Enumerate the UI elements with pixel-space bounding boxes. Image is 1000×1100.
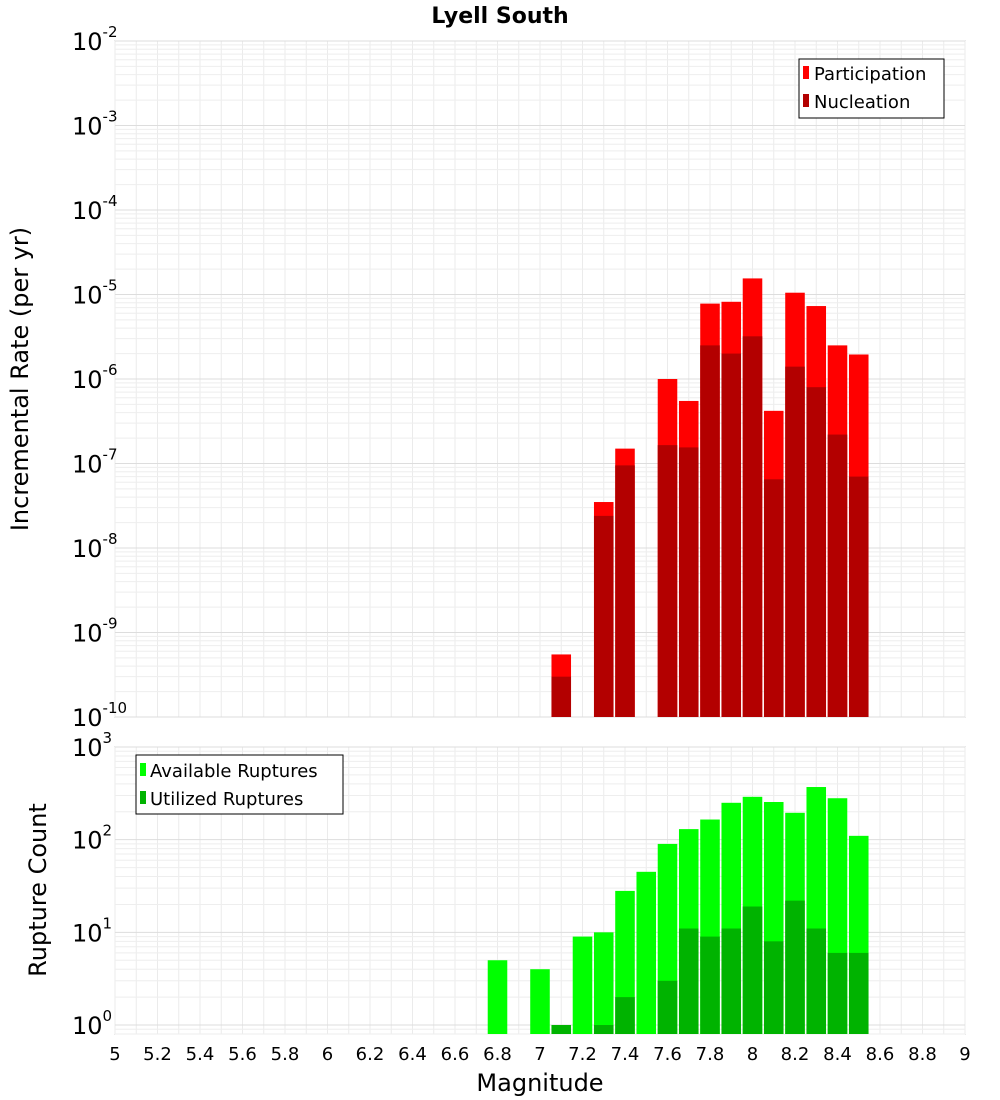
undefined-bar-utilized-ruptures [551,1025,572,1034]
x-tick-label: 7.4 [611,1044,640,1065]
undefined-bar-available-ruptures [487,960,508,1034]
undefined-bar-nucleation [848,476,869,717]
undefined-bar-available-ruptures [593,932,614,1034]
utilized-legend-label: Utilized Ruptures [150,789,303,810]
x-axis-ticks: 5 5.2 5.4 5.6 5.8 6 6.2 6.4 6.6 6.8 7 7.2 7.4 7.6 7.8 8… [109,1044,970,1065]
undefined-y-tick-label: 10-9 [72,615,118,648]
count-panel: 103 102 101 100 Rupture Count Available Rup… [24,729,966,1040]
x-tick-label: 8.8 [908,1044,937,1065]
participation-legend-label: Participation [814,64,926,85]
undefined-bar-nucleation [763,479,784,717]
x-tick-label: 8.2 [781,1044,810,1065]
undefined-bar-nucleation [551,676,572,717]
undefined-bar-utilized-ruptures [721,928,742,1034]
x-tick-label: 8 [747,1044,758,1065]
x-axis-label: Magnitude [476,1069,603,1097]
rate-bars [551,278,869,717]
x-tick-label: 6.2 [356,1044,385,1065]
x-tick-label: 7.6 [653,1044,682,1065]
undefined-bar-utilized-ruptures [785,900,805,1034]
undefined-bar-utilized-ruptures [657,980,678,1034]
undefined-bar-available-ruptures [636,871,657,1034]
rate-y-axis-label: Incremental Rate (per yr) [6,227,34,531]
undefined-bar-nucleation [678,447,699,717]
available-swatch [140,763,146,776]
undefined-y-tick-label: 101 [72,914,112,947]
undefined-bar-available-ruptures [572,936,593,1034]
count-y-ticks: 103 102 101 100 [72,729,112,1040]
rate-legend-box [798,58,945,119]
x-tick-label: 6 [322,1044,333,1065]
undefined-bar-nucleation [700,345,720,717]
undefined-y-tick-label: 10-5 [72,277,118,310]
undefined-y-tick-label: 102 [72,822,112,855]
nucleation-swatch [803,94,809,107]
x-tick-label: 6.6 [441,1044,470,1065]
undefined-y-tick-label: 10-4 [72,192,118,225]
undefined-bar-utilized-ruptures [827,952,848,1034]
undefined-bar-nucleation [615,465,635,717]
x-tick-label: 6.4 [398,1044,427,1065]
x-tick-label: 5.4 [186,1044,215,1065]
x-tick-label: 7.2 [568,1044,597,1065]
undefined-y-tick-label: 10-6 [72,361,118,394]
undefined-y-tick-label: 10-7 [72,446,118,479]
nucleation-legend-label: Nucleation [814,92,910,113]
undefined-y-tick-label: 100 [72,1007,112,1040]
count-y-axis-label: Rupture Count [24,803,52,977]
x-tick-label: 5 [109,1044,120,1065]
rate-panel: 10-2 10-3 10-4 10-5 10-6 10-7 10-8 10-9 10-10 In… [6,23,966,732]
count-bars [487,787,869,1034]
undefined-bar-nucleation [721,353,742,717]
undefined-y-tick-label: 10-3 [72,108,118,141]
undefined-bar-utilized-ruptures [678,928,699,1034]
undefined-bar-nucleation [827,434,848,717]
available-legend-label: Available Ruptures [150,761,318,782]
undefined-bar-utilized-ruptures [848,952,869,1034]
undefined-bar-utilized-ruptures [700,936,720,1034]
x-tick-label: 5.8 [271,1044,300,1065]
x-tick-label: 9 [959,1044,970,1065]
chart-title: Lyell South [431,4,568,29]
undefined-bar-utilized-ruptures [806,928,827,1034]
utilized-swatch [140,791,146,804]
x-tick-label: 6.8 [483,1044,512,1065]
undefined-bar-nucleation [742,336,763,717]
count-legend-box [135,754,344,815]
undefined-bar-nucleation [657,445,678,717]
undefined-bar-utilized-ruptures [742,906,763,1034]
undefined-bar-nucleation [806,387,827,717]
undefined-bar-nucleation [785,366,805,717]
x-tick-label: 5.2 [143,1044,172,1065]
x-tick-label: 8.6 [866,1044,895,1065]
x-tick-label: 5.6 [228,1044,257,1065]
undefined-y-tick-label: 10-2 [72,23,118,56]
undefined-bar-utilized-ruptures [593,1025,614,1034]
undefined-y-tick-label: 10-8 [72,530,118,563]
participation-swatch [803,66,809,79]
rate-legend: Participation Nucleation [798,58,945,119]
x-tick-label: 7.8 [696,1044,725,1065]
count-legend: Available Ruptures Utilized Ruptures [135,754,344,815]
x-tick-label: 7 [534,1044,545,1065]
undefined-bar-utilized-ruptures [763,941,784,1034]
rate-y-ticks: 10-2 10-3 10-4 10-5 10-6 10-7 10-8 10-9 10-10 [72,23,127,732]
undefined-y-tick-label: 103 [72,729,112,762]
undefined-bar-nucleation [593,515,614,717]
undefined-bar-available-ruptures [530,969,550,1034]
x-tick-label: 8.4 [823,1044,852,1065]
undefined-y-tick-label: 10-10 [72,699,127,732]
undefined-bar-utilized-ruptures [615,997,635,1034]
